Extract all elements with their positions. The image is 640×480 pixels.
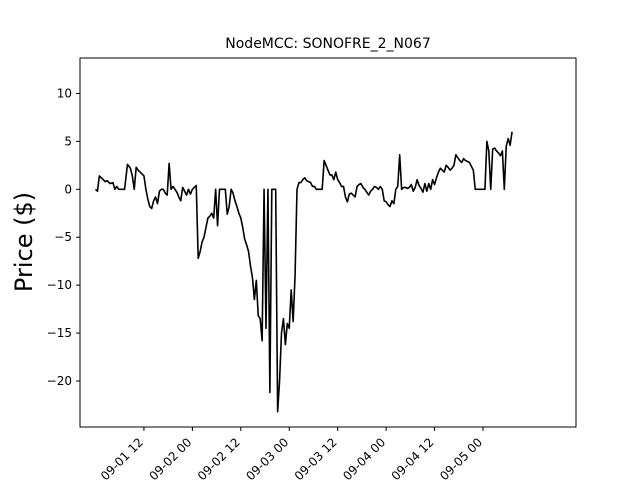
plot-area	[79, 57, 577, 428]
y-tick-label: −15	[47, 326, 72, 340]
y-tick-label: 0	[64, 182, 72, 196]
series-layer	[94, 131, 513, 413]
y-tick-label: −5	[54, 230, 72, 244]
x-tick-label: 09-02 00	[146, 435, 194, 480]
x-tick-label: 09-03 00	[243, 435, 291, 480]
x-tick-label: 09-05 00	[437, 435, 485, 480]
chart-title: NodeMCC: SONOFRE_2_N067	[225, 36, 430, 52]
y-axis: 10 5 0 −5 −10 −15 −20	[47, 86, 80, 388]
y-tick-label: −20	[47, 374, 72, 388]
series-line-nodemcc	[94, 131, 513, 413]
y-axis-label: Price ($)	[10, 192, 38, 292]
x-tick-label: 09-04 00	[340, 435, 388, 480]
y-tick-label: 10	[57, 86, 72, 100]
x-tick-label: 09-02 12	[195, 435, 243, 480]
x-axis: 09-01 12 09-02 00 09-02 12 09-03 00 09-03 12…	[98, 427, 485, 480]
x-tick-label: 09-03 12	[292, 435, 340, 480]
y-tick-label: −10	[47, 278, 72, 292]
y-tick-label: 5	[64, 134, 72, 148]
x-tick-label: 09-04 12	[389, 435, 437, 480]
x-tick-label: 09-01 12	[98, 435, 146, 480]
